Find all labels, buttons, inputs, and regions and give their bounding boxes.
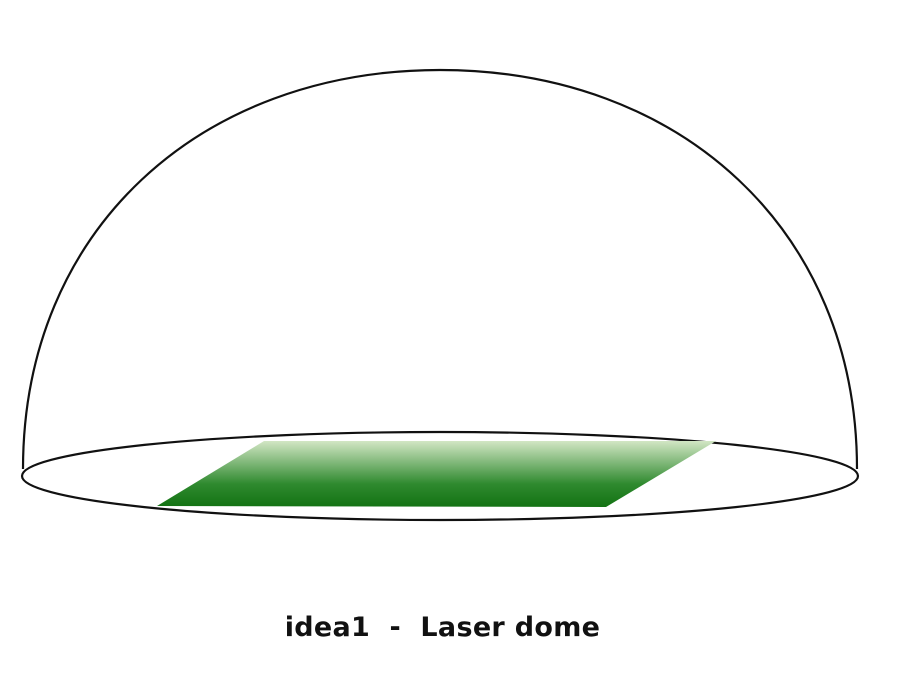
laser-plane (157, 441, 716, 507)
dome-base-ellipse (20, 430, 860, 522)
diagram-caption: idea1 - Laser dome (284, 612, 601, 643)
dome-arc (21, 68, 859, 470)
